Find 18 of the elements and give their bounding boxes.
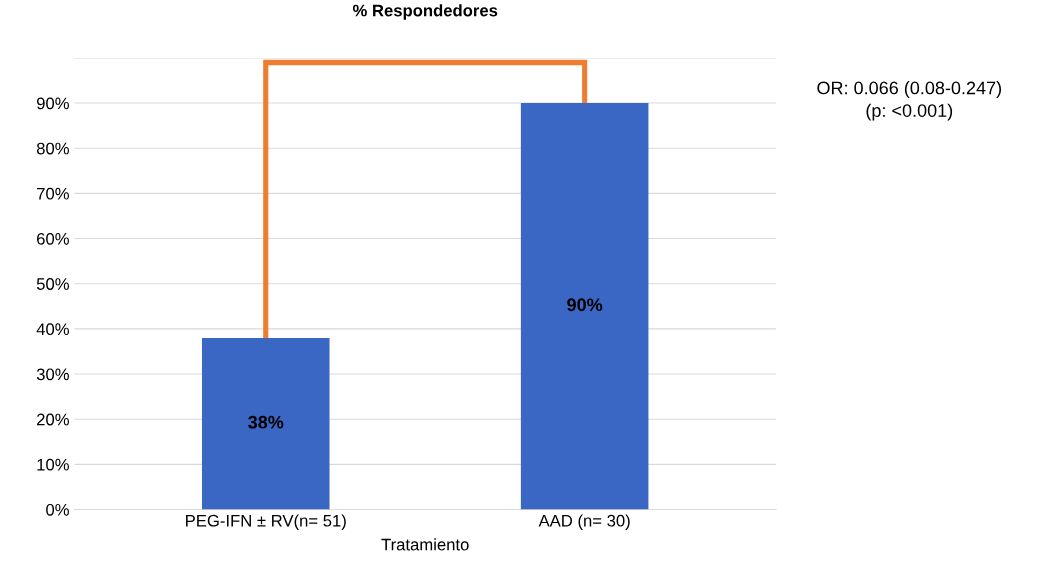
y-tick-label: 0% bbox=[46, 503, 69, 516]
x-tick-label: AAD (n= 30) bbox=[538, 514, 630, 530]
text: (p: <0.001) bbox=[866, 103, 953, 121]
y-tick-label: 10% bbox=[37, 458, 69, 471]
x-axis-title: Tratamiento bbox=[381, 538, 469, 551]
y-tick-label: 20% bbox=[37, 413, 69, 426]
chart-title: % Respondedores bbox=[352, 4, 498, 20]
y-tick-label: 80% bbox=[36, 142, 69, 155]
x-tick-label: PEG-IFN ± RV(n= 51) bbox=[186, 514, 346, 530]
data-label: 90% bbox=[567, 298, 603, 312]
y-tick-label: 60% bbox=[37, 232, 69, 245]
y-tick-label: 90% bbox=[36, 97, 69, 110]
y-tick-label: 70% bbox=[37, 187, 69, 200]
text: OR: 0.066 (0.08-0.247) bbox=[817, 81, 1002, 98]
y-tick-label: 50% bbox=[36, 278, 69, 290]
y-tick-label: 30% bbox=[36, 368, 69, 381]
data-label: 38% bbox=[248, 415, 284, 429]
y-tick-label: 40% bbox=[36, 323, 69, 336]
